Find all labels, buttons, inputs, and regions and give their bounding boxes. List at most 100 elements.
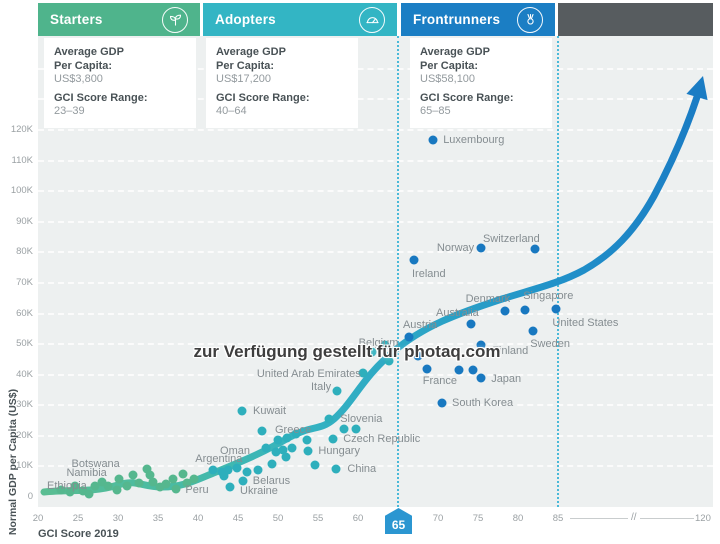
x-tick-25: 25 [72,513,84,524]
threshold-value: 65 [391,518,406,532]
info-card-starters: Average GDP Per Capita: US$3,800 GCI Score … [44,38,196,128]
data-point [155,482,165,492]
x-tick-30: 30 [112,513,124,524]
x-tick-45: 45 [232,513,244,524]
data-point [182,478,192,488]
gridline [38,373,713,376]
x-axis-title: GCI Score 2019 [38,528,119,540]
axis-break-icon: // [628,512,640,523]
header-title: Frontrunners [413,12,501,27]
data-point [112,485,122,495]
x-tick-70: 70 [432,513,444,524]
country-label: Namibia [66,466,107,479]
data-point-belarus [238,476,248,486]
data-point-australia [466,319,476,329]
data-point [70,481,80,491]
country-label: United States [552,317,619,330]
y-tick-70K: 70K [16,276,33,288]
data-point-finland [476,340,486,350]
country-label: Kuwait [253,404,287,417]
data-point-china [331,464,341,474]
country-label: France [422,375,458,388]
data-point [267,459,277,469]
data-point [208,465,218,475]
country-label: Hungary [318,445,360,458]
gridline [38,190,713,193]
y-tick-50K: 50K [16,338,33,350]
data-point [310,460,320,470]
header-frontrunners: Frontrunners [401,3,555,36]
data-point-united-states [551,304,561,314]
data-point [97,477,107,487]
info-card-frontrunners: Average GDP Per Capita: US$58,100 GCI Score… [410,38,552,128]
data-point-south-korea [437,398,447,408]
y-tick-100K: 100K [10,185,33,197]
data-point [219,471,229,481]
data-point [232,463,242,473]
country-label: Greece [275,423,312,436]
data-point-hungary [303,446,313,456]
country-label: Belarus [252,475,291,488]
data-point-switzerland [530,244,540,254]
data-point [454,365,464,375]
gdp-label: Per Capita: [54,59,113,72]
gdp-value: US$58,100 [420,73,476,85]
gdp-label: Average GDP [216,46,286,58]
data-point-italy [332,386,342,396]
dotted-guide-65 [397,36,399,507]
data-point-greece [257,426,267,436]
data-point [78,486,88,496]
data-point-ethiopia [90,481,100,491]
data-point-ireland [409,255,419,265]
country-label: Peru [185,483,209,496]
y-tick-80K: 80K [16,246,33,258]
gridline [38,220,713,223]
gridline [38,343,713,346]
y-tick-60K: 60K [16,307,33,319]
x-tick-20: 20 [32,513,44,524]
gridline [38,159,713,162]
data-point [273,435,283,445]
gdp-label: Average GDP [54,46,124,58]
gdp-label: Per Capita: [420,59,479,72]
gauge-icon [359,6,385,33]
x-tick-75: 75 [472,513,484,524]
data-point-ukraine [225,482,235,492]
header-title: Starters [50,12,103,27]
x-tick-35: 35 [152,513,164,524]
gdp-value: US$17,200 [216,73,272,85]
gridline [38,129,713,132]
data-point [384,356,394,366]
data-point [468,365,478,375]
gridline [38,251,713,254]
gdp-value: US$3,800 [54,73,103,85]
sprout-icon [162,6,188,33]
data-point-oman [261,443,271,453]
x-tick-85: 85 [552,513,564,524]
country-label: Czech Republic [343,433,421,446]
data-point [134,478,144,488]
data-point [351,424,361,434]
watermark: zur Verfügung gestellt für photaq.com [193,342,501,361]
data-point-sweden [528,326,538,336]
x-tick-40: 40 [192,513,204,524]
y-tick-120K: 120K [10,124,33,136]
country-label: Denmark [465,292,511,305]
data-point [178,469,188,479]
gdp-label: Per Capita: [216,59,275,72]
country-label: Oman [220,444,250,457]
gridline [38,434,713,437]
data-point [103,481,113,491]
gridline [38,465,713,468]
country-label: Ireland [412,267,446,280]
gridline [38,281,713,284]
x-tick-60: 60 [352,513,364,524]
gridline [38,404,713,407]
data-point [291,429,301,439]
y-tick-20K: 20K [16,429,33,441]
country-label: Italy [311,381,332,394]
gridline [38,98,713,101]
data-point [148,477,158,487]
data-point [253,465,263,475]
